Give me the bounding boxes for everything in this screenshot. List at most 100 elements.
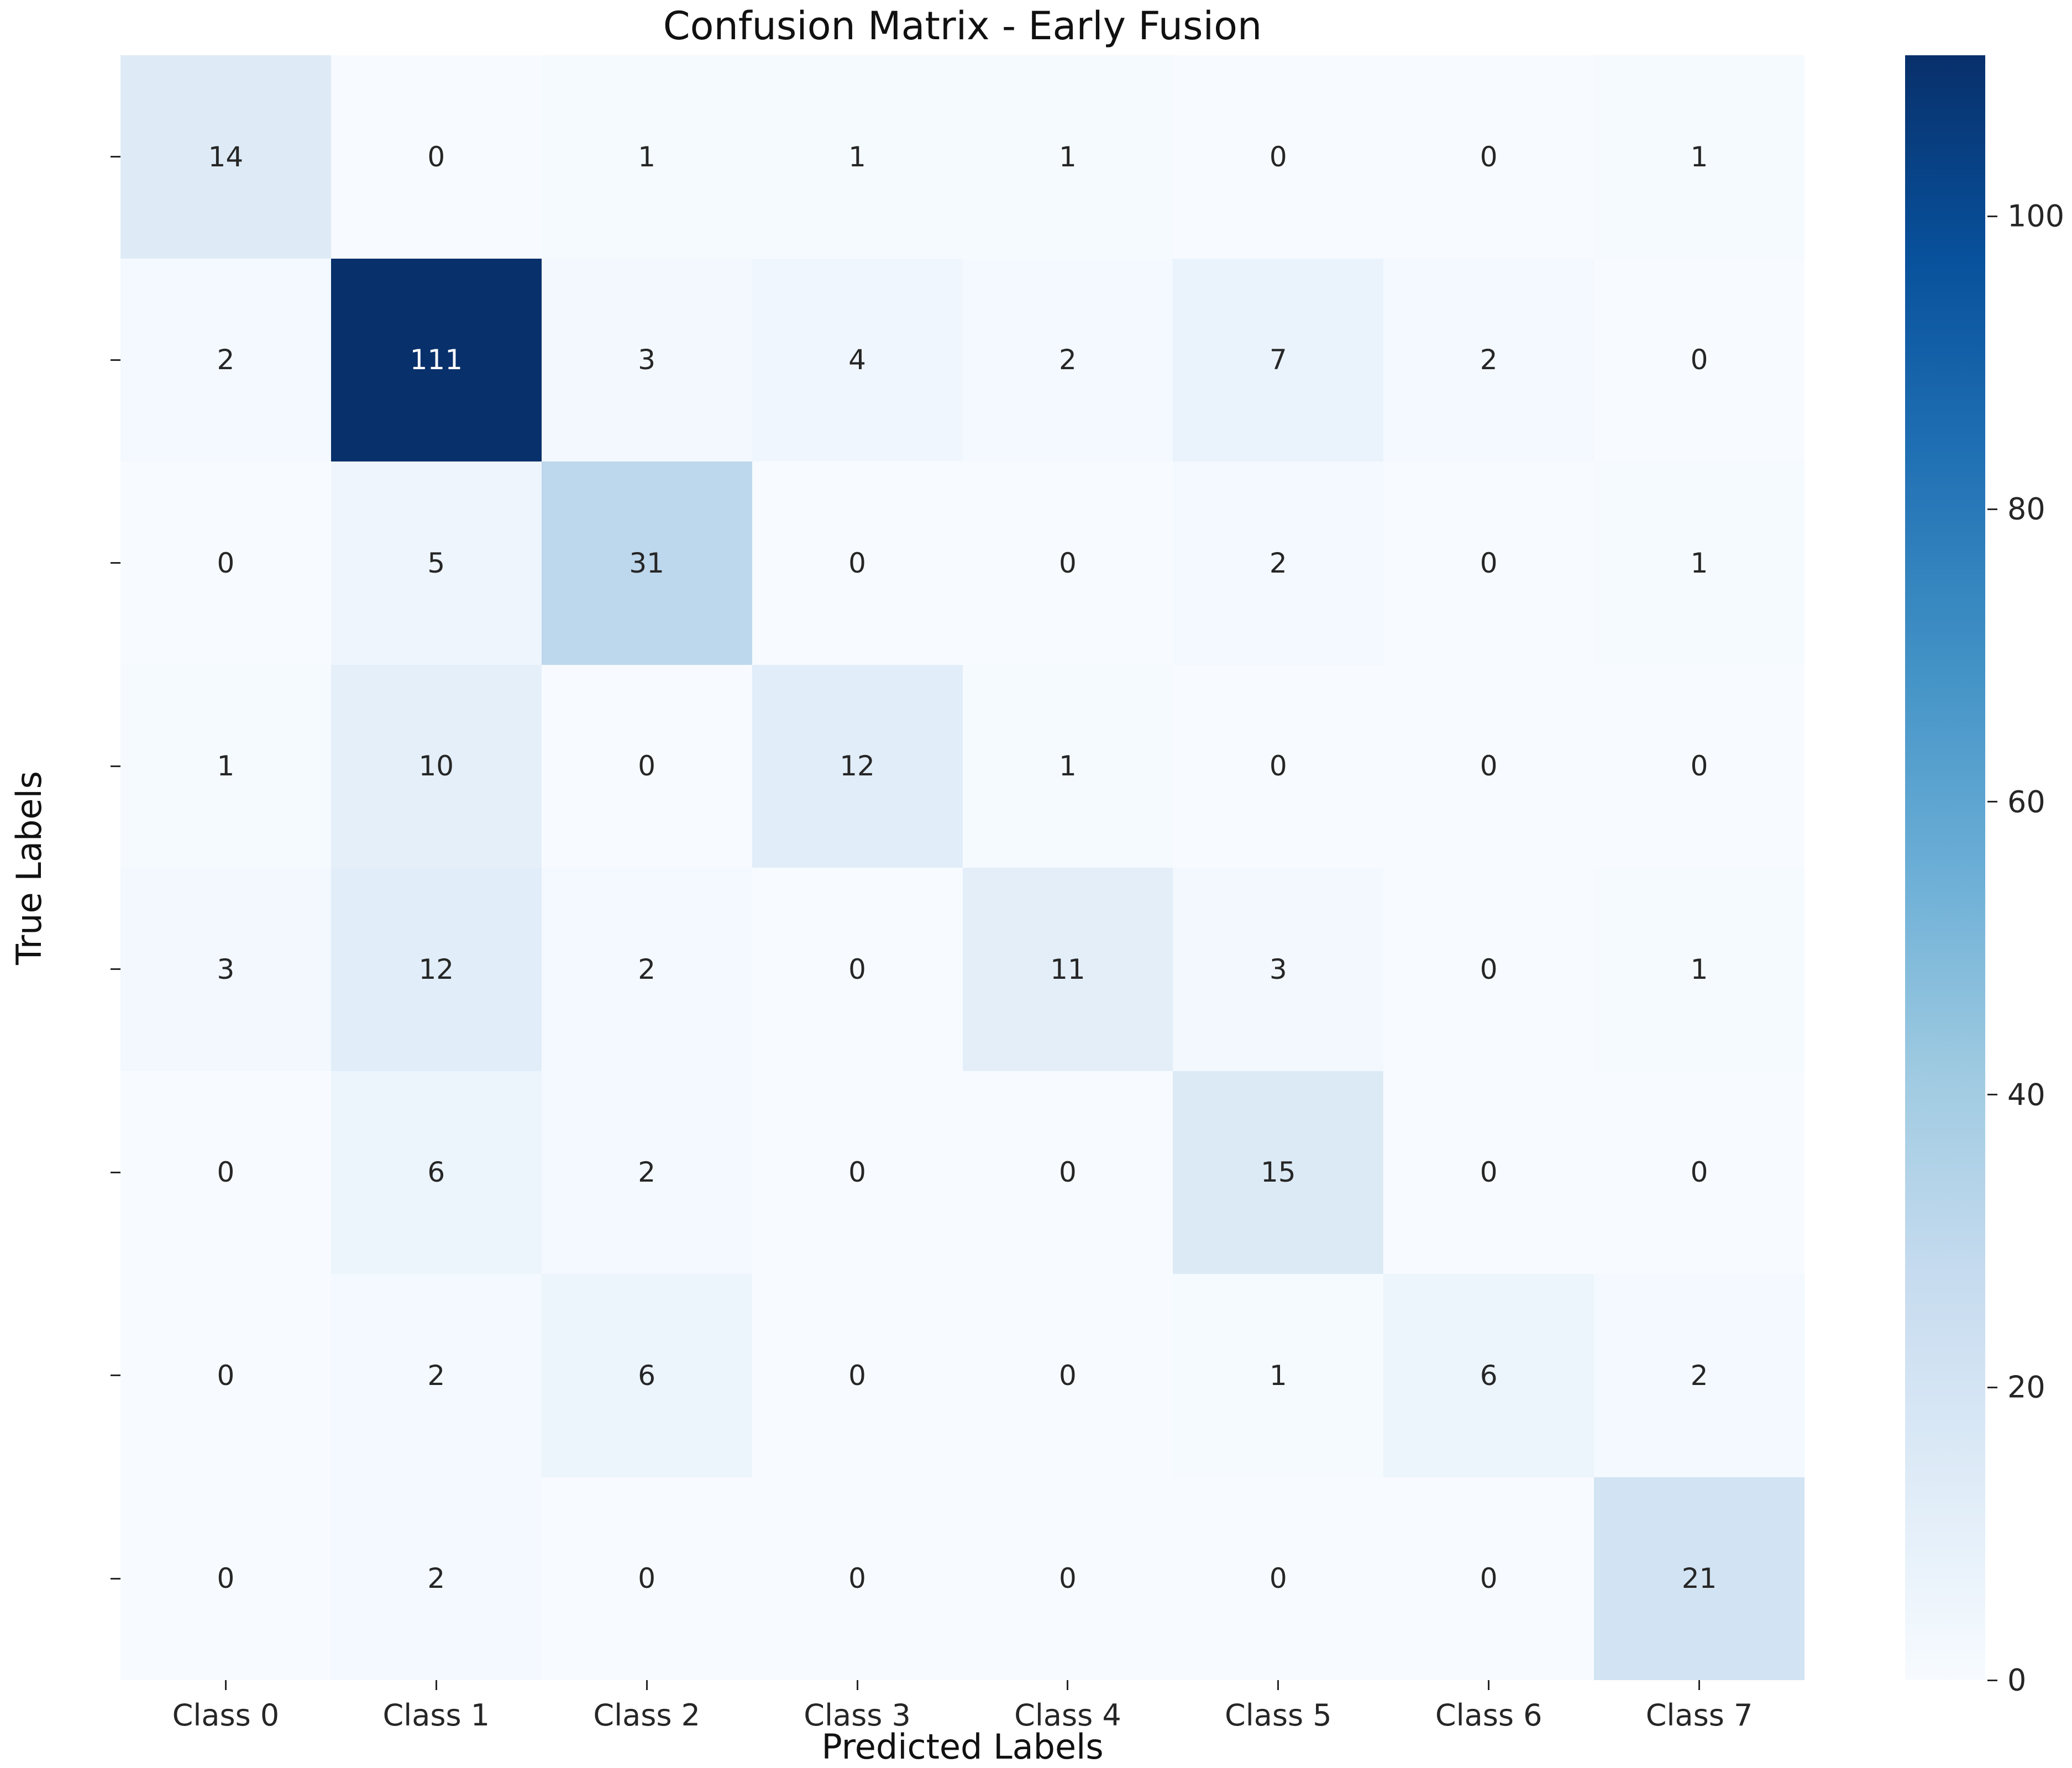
y-tick-label: Class 4	[0, 916, 7, 1023]
y-tick-label-box: Class 4	[0, 859, 99, 1080]
cell-value: 1	[217, 750, 235, 783]
heatmap-cell: 0	[1383, 461, 1594, 665]
heatmap-cell: 2	[1383, 258, 1594, 461]
cell-value: 1	[638, 140, 656, 173]
heatmap-cell: 0	[120, 1477, 331, 1680]
y-tick-mark	[111, 765, 120, 767]
cell-value: 2	[1059, 344, 1077, 376]
cell-value: 0	[848, 1156, 866, 1189]
heatmap-cell: 0	[752, 1274, 963, 1477]
colorbar	[1905, 55, 1985, 1680]
cell-value: 21	[1681, 1562, 1717, 1595]
y-tick-label-box: Class 5	[0, 1062, 99, 1283]
cell-value: 0	[1690, 1156, 1708, 1189]
cell-value: 2	[1480, 344, 1498, 376]
y-tick-label-box: Class 2	[0, 453, 99, 674]
heatmap-cell: 2	[541, 868, 752, 1071]
cell-value: 1	[1059, 140, 1077, 173]
y-tick-label: Class 3	[0, 712, 7, 820]
x-tick-label: Class 5	[1225, 1698, 1332, 1733]
colorbar-tick-label: 20	[2007, 1370, 2045, 1405]
heatmap-cell: 0	[1594, 1071, 1805, 1274]
cell-value: 0	[1269, 1562, 1287, 1595]
cell-value: 111	[410, 344, 463, 376]
cell-value: 0	[1269, 140, 1287, 173]
colorbar-tick-label: 0	[2007, 1662, 2027, 1698]
cell-value: 0	[1059, 547, 1077, 579]
x-tick-mark	[646, 1680, 648, 1690]
cell-value: 0	[1480, 140, 1498, 173]
cell-value: 0	[1269, 750, 1287, 783]
y-tick-label: Class 0	[0, 103, 7, 211]
cell-value: 2	[427, 1562, 445, 1595]
cell-value: 3	[1269, 953, 1287, 985]
heatmap-cell: 0	[1173, 664, 1384, 868]
x-tick-mark	[1488, 1680, 1490, 1690]
cell-value: 0	[1480, 1562, 1498, 1595]
cell-value: 0	[848, 1562, 866, 1595]
heatmap-cell: 31	[541, 461, 752, 665]
heatmap-cell: 0	[1383, 55, 1594, 259]
cell-value: 6	[638, 1359, 656, 1392]
heatmap-cell: 2	[1594, 1274, 1805, 1477]
heatmap-cell: 3	[541, 258, 752, 461]
chart-title: Confusion Matrix - Early Fusion	[663, 3, 1262, 49]
cell-value: 12	[840, 750, 875, 783]
cell-value: 0	[217, 1562, 235, 1595]
cell-value: 0	[1690, 344, 1708, 376]
cell-value: 0	[217, 547, 235, 579]
colorbar-tick-mark	[1987, 1094, 1997, 1096]
cell-value: 0	[1480, 750, 1498, 783]
cell-value: 1	[1269, 1359, 1287, 1392]
cell-value: 31	[629, 547, 664, 579]
colorbar-tick-mark	[1987, 508, 1997, 510]
colorbar-tick-mark	[1987, 215, 1997, 217]
cell-value: 0	[217, 1359, 235, 1392]
cell-value: 2	[638, 1156, 656, 1189]
y-tick-label-box: Class 1	[0, 249, 99, 470]
x-tick-label: Class 3	[804, 1698, 911, 1733]
cell-value: 6	[1480, 1359, 1498, 1392]
heatmap-cell: 1	[541, 55, 752, 259]
heatmap-cell: 1	[962, 664, 1173, 868]
cell-value: 0	[638, 750, 656, 783]
heatmap-cell: 0	[752, 461, 963, 665]
heatmap-cell: 0	[1173, 1477, 1384, 1680]
heatmap-cell: 11	[962, 868, 1173, 1071]
colorbar-tick-label: 40	[2007, 1077, 2045, 1113]
cell-value: 0	[1690, 750, 1708, 783]
y-tick-mark	[111, 156, 120, 158]
x-tick-mark	[224, 1680, 227, 1690]
x-tick-mark	[1698, 1680, 1701, 1690]
heatmap-cell: 0	[1594, 258, 1805, 461]
cell-value: 1	[1690, 140, 1708, 173]
heatmap-cell: 2	[331, 1477, 542, 1680]
y-tick-mark	[111, 968, 120, 970]
cell-value: 0	[1480, 1156, 1498, 1189]
heatmap-cell: 1	[1594, 55, 1805, 259]
colorbar-tick-mark	[1987, 1386, 1997, 1388]
colorbar-tick-label: 60	[2007, 784, 2045, 820]
y-tick-label: Class 5	[0, 1119, 7, 1226]
heatmap-cell: 0	[1383, 868, 1594, 1071]
x-tick-label: Class 4	[1014, 1698, 1121, 1733]
heatmap-cell: 1	[1594, 461, 1805, 665]
heatmap-cell: 0	[120, 461, 331, 665]
heatmap-cell: 15	[1173, 1071, 1384, 1274]
x-axis-label: Predicted Labels	[821, 1727, 1104, 1767]
heatmap-cell: 12	[752, 664, 963, 868]
heatmap-cell: 0	[962, 1477, 1173, 1680]
x-tick-label: Class 1	[382, 1698, 490, 1733]
cell-value: 1	[1059, 750, 1077, 783]
colorbar-tick-mark	[1987, 801, 1997, 803]
cell-value: 0	[848, 1359, 866, 1392]
heatmap-cell: 0	[1383, 1071, 1594, 1274]
cell-value: 1	[1690, 547, 1708, 579]
cell-value: 2	[638, 953, 656, 985]
heatmap-cell: 2	[541, 1071, 752, 1274]
heatmap-cell: 0	[1594, 664, 1805, 868]
cell-value: 0	[427, 140, 445, 173]
heatmap-cell: 1	[752, 55, 963, 259]
heatmap-cell: 0	[962, 461, 1173, 665]
y-tick-mark	[111, 562, 120, 564]
